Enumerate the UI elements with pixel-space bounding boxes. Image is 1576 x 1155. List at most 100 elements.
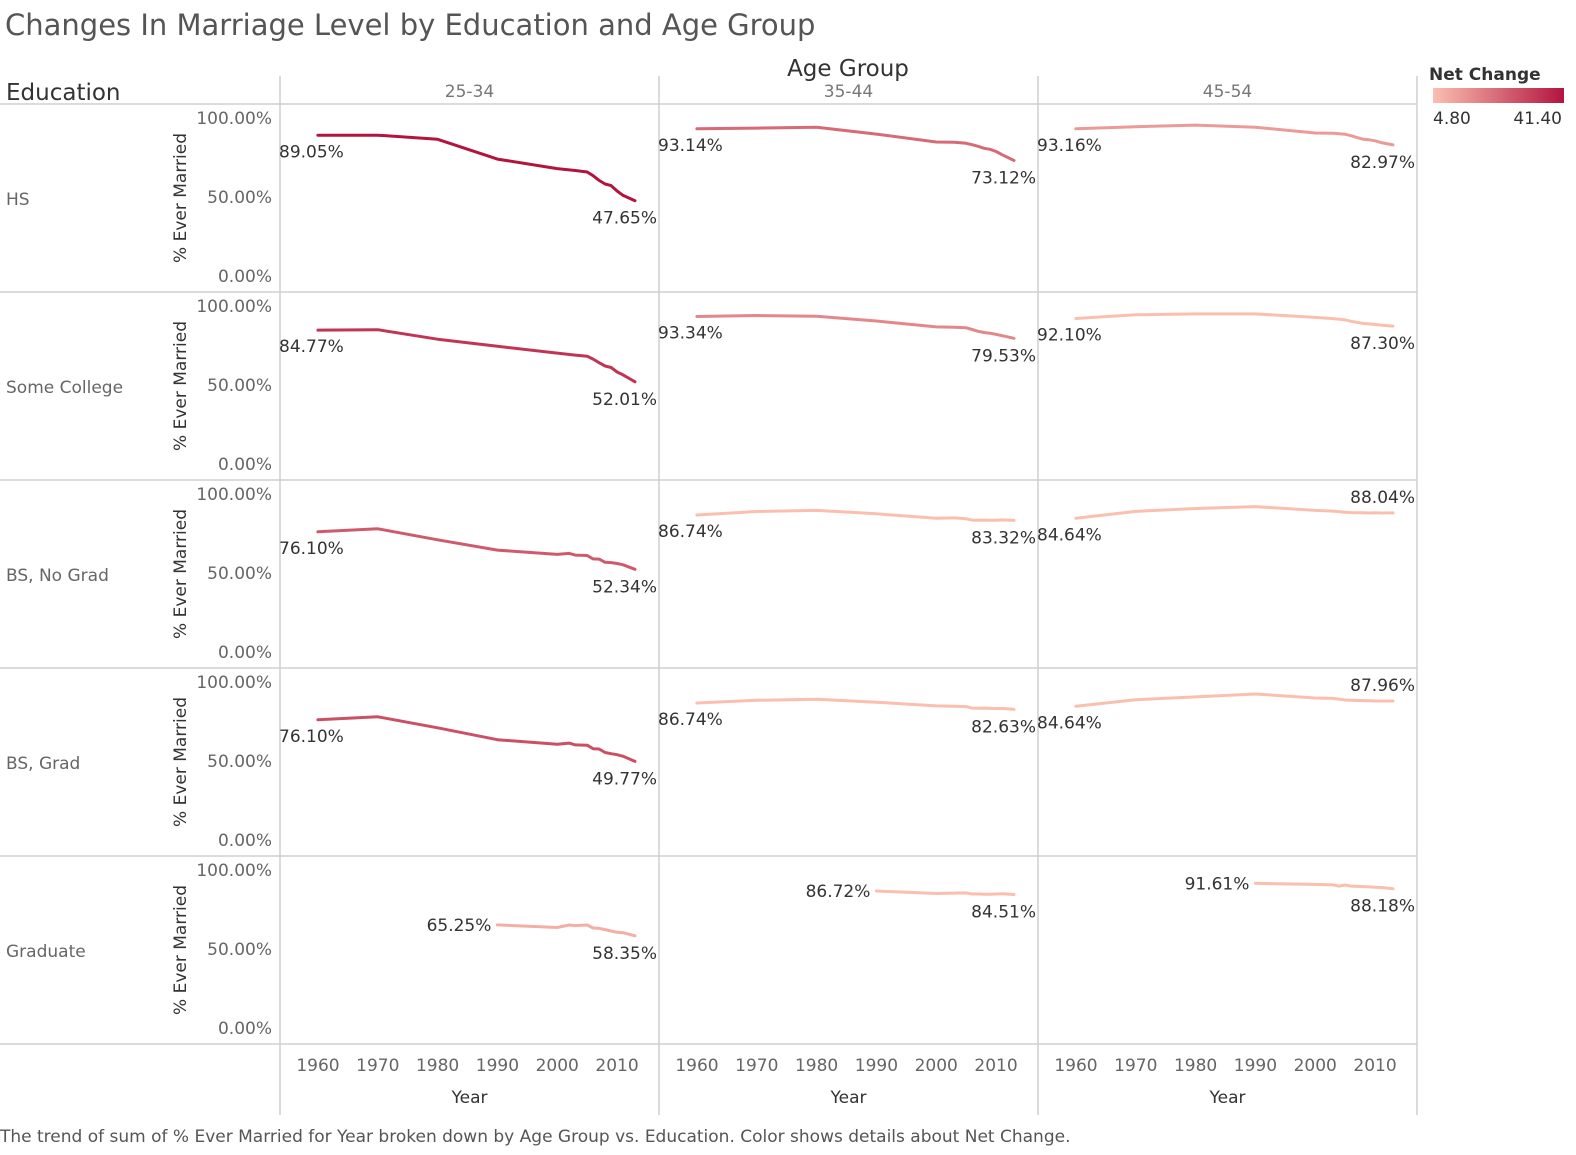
series-line [1253,881,1395,891]
end-value-label: 84.51% [971,902,1036,922]
series-line [1074,692,1395,708]
y-tick-label: 50.00% [207,376,272,396]
x-axis-title: Year [830,1088,867,1108]
start-value-label: 76.10% [279,727,344,747]
end-value-label: 82.63% [971,717,1036,737]
series-line [316,328,637,384]
series-line [1074,123,1395,147]
x-tick-label: 2000 [536,1056,579,1076]
x-tick-label: 1980 [416,1056,459,1076]
x-tick-label: 1990 [855,1056,898,1076]
y-tick-label: 0.00% [218,455,272,475]
end-value-label: 73.12% [971,168,1036,188]
end-value-label: 58.35% [592,944,657,964]
y-tick-label: 50.00% [207,752,272,772]
chart-caption: The trend of sum of % Ever Married for Y… [0,1127,1071,1147]
y-tick-label: 0.00% [218,831,272,851]
series-line [495,923,637,938]
column-header-label: 25-34 [445,82,494,102]
end-value-label: 83.32% [971,528,1036,548]
y-tick-label: 50.00% [207,188,272,208]
y-axis-title: % Ever Married [171,697,191,827]
y-tick-label: 0.00% [218,643,272,663]
row-header-title: Education [6,80,121,106]
chart-title: Changes In Marriage Level by Education a… [5,8,816,42]
column-header-title: Age Group [787,56,909,82]
x-axis-title: Year [1209,1088,1246,1108]
start-value-label: 86.74% [658,710,723,730]
y-tick-label: 100.00% [196,485,272,505]
end-value-label: 87.30% [1350,334,1415,354]
series-line [316,715,637,763]
start-value-label: 91.61% [1185,874,1250,894]
y-axis-title: % Ever Married [171,885,191,1015]
x-tick-label: 2010 [1353,1056,1396,1076]
end-value-label: 52.34% [592,577,657,597]
series-line [695,508,1016,522]
row-header-label: BS, No Grad [6,566,109,586]
y-tick-label: 100.00% [196,861,272,881]
x-tick-label: 1970 [735,1056,778,1076]
x-tick-label: 1970 [1114,1056,1157,1076]
y-axis-title: % Ever Married [171,509,191,639]
x-tick-label: 1960 [675,1056,718,1076]
start-value-label: 89.05% [279,142,344,162]
end-value-label: 88.04% [1350,488,1415,508]
x-tick-label: 2000 [915,1056,958,1076]
series-line [695,697,1016,711]
y-axis-title: % Ever Married [171,321,191,451]
row-header-label: HS [6,190,30,210]
series-line [316,133,637,203]
row-header-label: BS, Grad [6,754,80,774]
y-tick-label: 100.00% [196,297,272,317]
row-header-label: Some College [6,378,123,398]
legend-color-ramp [1433,88,1564,103]
start-value-label: 86.72% [806,882,871,902]
series-line [1074,505,1395,520]
y-tick-label: 0.00% [218,1019,272,1039]
start-value-label: 84.64% [1037,713,1102,733]
end-value-label: 49.77% [592,769,657,789]
start-value-label: 76.10% [279,539,344,559]
x-tick-label: 1980 [795,1056,838,1076]
start-value-label: 84.64% [1037,525,1102,545]
series-line [1074,312,1395,328]
legend-min-label: 4.80 [1433,109,1471,129]
x-axis-title: Year [451,1088,488,1108]
start-value-label: 65.25% [427,916,492,936]
start-value-label: 92.10% [1037,325,1102,345]
x-tick-label: 1980 [1174,1056,1217,1076]
start-value-label: 93.34% [658,324,723,344]
x-tick-label: 1960 [296,1056,339,1076]
x-tick-label: 1990 [1234,1056,1277,1076]
end-value-label: 79.53% [971,346,1036,366]
end-value-label: 87.96% [1350,676,1415,696]
y-tick-label: 50.00% [207,564,272,584]
x-tick-label: 2010 [974,1056,1017,1076]
y-tick-label: 100.00% [196,673,272,693]
start-value-label: 93.16% [1037,136,1102,156]
end-value-label: 47.65% [592,209,657,229]
start-value-label: 93.14% [658,136,723,156]
end-value-label: 52.01% [592,390,657,410]
series-line [874,889,1016,896]
y-tick-label: 0.00% [218,267,272,287]
y-axis-title: % Ever Married [171,133,191,263]
legend-title: Net Change [1429,65,1541,85]
series-line [695,125,1016,162]
x-tick-label: 2000 [1294,1056,1337,1076]
start-value-label: 84.77% [279,337,344,357]
y-tick-label: 50.00% [207,940,272,960]
y-tick-label: 100.00% [196,109,272,129]
start-value-label: 86.74% [658,522,723,542]
x-tick-label: 1970 [356,1056,399,1076]
series-line [316,527,637,571]
row-header-label: Graduate [6,942,86,962]
x-tick-label: 2010 [595,1056,638,1076]
legend-max-label: 41.40 [1513,109,1562,129]
end-value-label: 88.18% [1350,897,1415,917]
x-tick-label: 1990 [476,1056,519,1076]
column-header-label: 35-44 [824,82,873,102]
end-value-label: 82.97% [1350,153,1415,173]
